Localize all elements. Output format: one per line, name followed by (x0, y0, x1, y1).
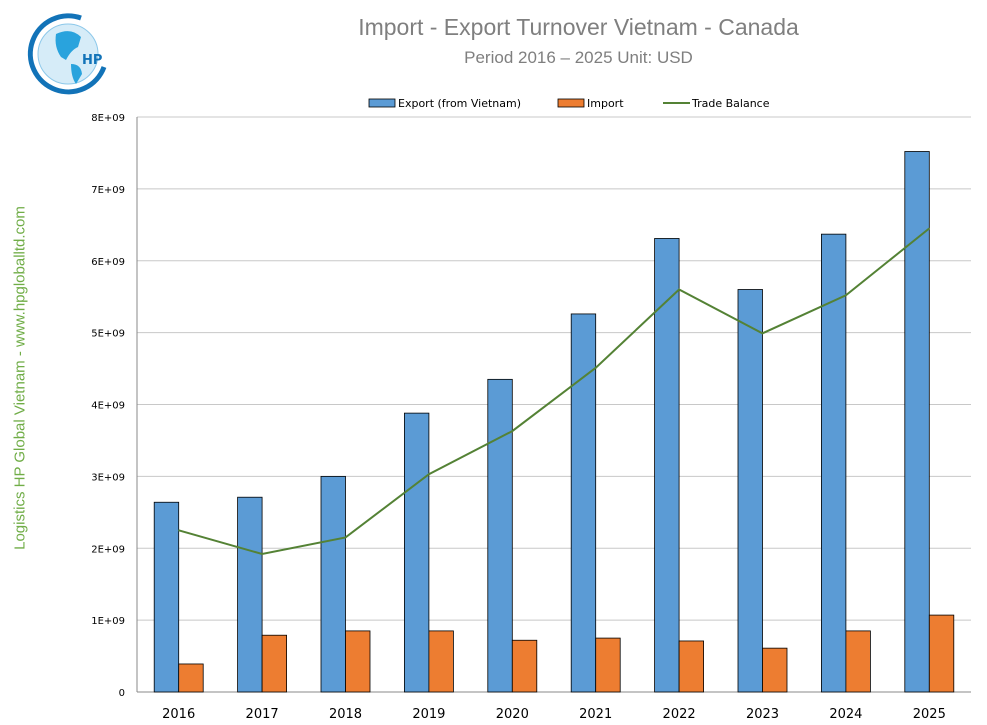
import-bar (345, 630, 371, 693)
x-tick-label: 2021 (579, 707, 612, 722)
export-bar (904, 151, 930, 693)
trade-balance-point (928, 227, 930, 229)
trade-balance-point (762, 332, 763, 334)
import-bar (428, 630, 454, 693)
export-bar (654, 238, 680, 693)
y-tick-label: 2E+09 (91, 544, 125, 555)
export-bar (320, 475, 346, 693)
x-tick-label: 2016 (162, 707, 195, 722)
legend-swatch-1 (557, 98, 585, 108)
import-bar (511, 639, 538, 693)
trade-balance-point (261, 553, 263, 555)
y-tick-label: 3E+09 (91, 472, 125, 483)
y-tick-label: 1E+09 (91, 616, 125, 627)
x-tick-label: 2025 (913, 707, 946, 722)
trade-balance-line (178, 227, 930, 556)
import-bar (928, 614, 955, 693)
x-tick-label: 2022 (663, 707, 696, 722)
trade-balance-point (428, 473, 430, 475)
export-bar (737, 289, 763, 693)
trade-balance-point (345, 536, 346, 538)
y-tick-label: 6E+09 (91, 257, 125, 268)
y-tick-label: 7E+09 (91, 185, 125, 196)
x-tick-label: 2018 (329, 707, 362, 722)
x-tick-label: 2017 (246, 707, 279, 722)
import-bar (595, 637, 621, 693)
logo-text: HP (82, 53, 102, 68)
y-tick-label: 5E+09 (91, 329, 125, 340)
trade-balance-point (595, 367, 597, 369)
chart-title: Import - Export Turnover Vietnam - Canad… (358, 14, 799, 40)
legend-swatch-0 (368, 98, 396, 108)
x-tick-label: 2024 (829, 707, 862, 722)
export-bar (821, 233, 847, 693)
chart-subtitle: Period 2016 – 2025 Unit: USD (464, 48, 693, 67)
export-bar (403, 412, 430, 693)
import-bar (762, 647, 788, 693)
import-bar (845, 630, 871, 693)
trade-balance-point (845, 294, 847, 296)
y-tick-label: 0 (119, 688, 125, 699)
import-bar (178, 663, 204, 693)
import-bar (678, 640, 704, 693)
x-tick-label: 2020 (496, 707, 529, 722)
export-bar (487, 378, 513, 693)
import-bar (261, 634, 288, 693)
legend-label: Export (from Vietnam) (398, 97, 521, 110)
trade-balance-point (678, 289, 680, 290)
export-bar (237, 496, 263, 693)
company-logo: HP (26, 12, 110, 100)
y-tick-label: 4E+09 (91, 401, 125, 412)
x-tick-label: 2023 (746, 707, 779, 722)
trade-balance-point (511, 430, 513, 432)
export-bar (153, 501, 180, 693)
legend-label: Import (587, 97, 624, 110)
y-tick-label: 8E+09 (91, 113, 125, 124)
trade-balance-point (178, 529, 180, 531)
legend-label: Trade Balance (691, 97, 770, 110)
x-tick-label: 2019 (412, 707, 445, 722)
